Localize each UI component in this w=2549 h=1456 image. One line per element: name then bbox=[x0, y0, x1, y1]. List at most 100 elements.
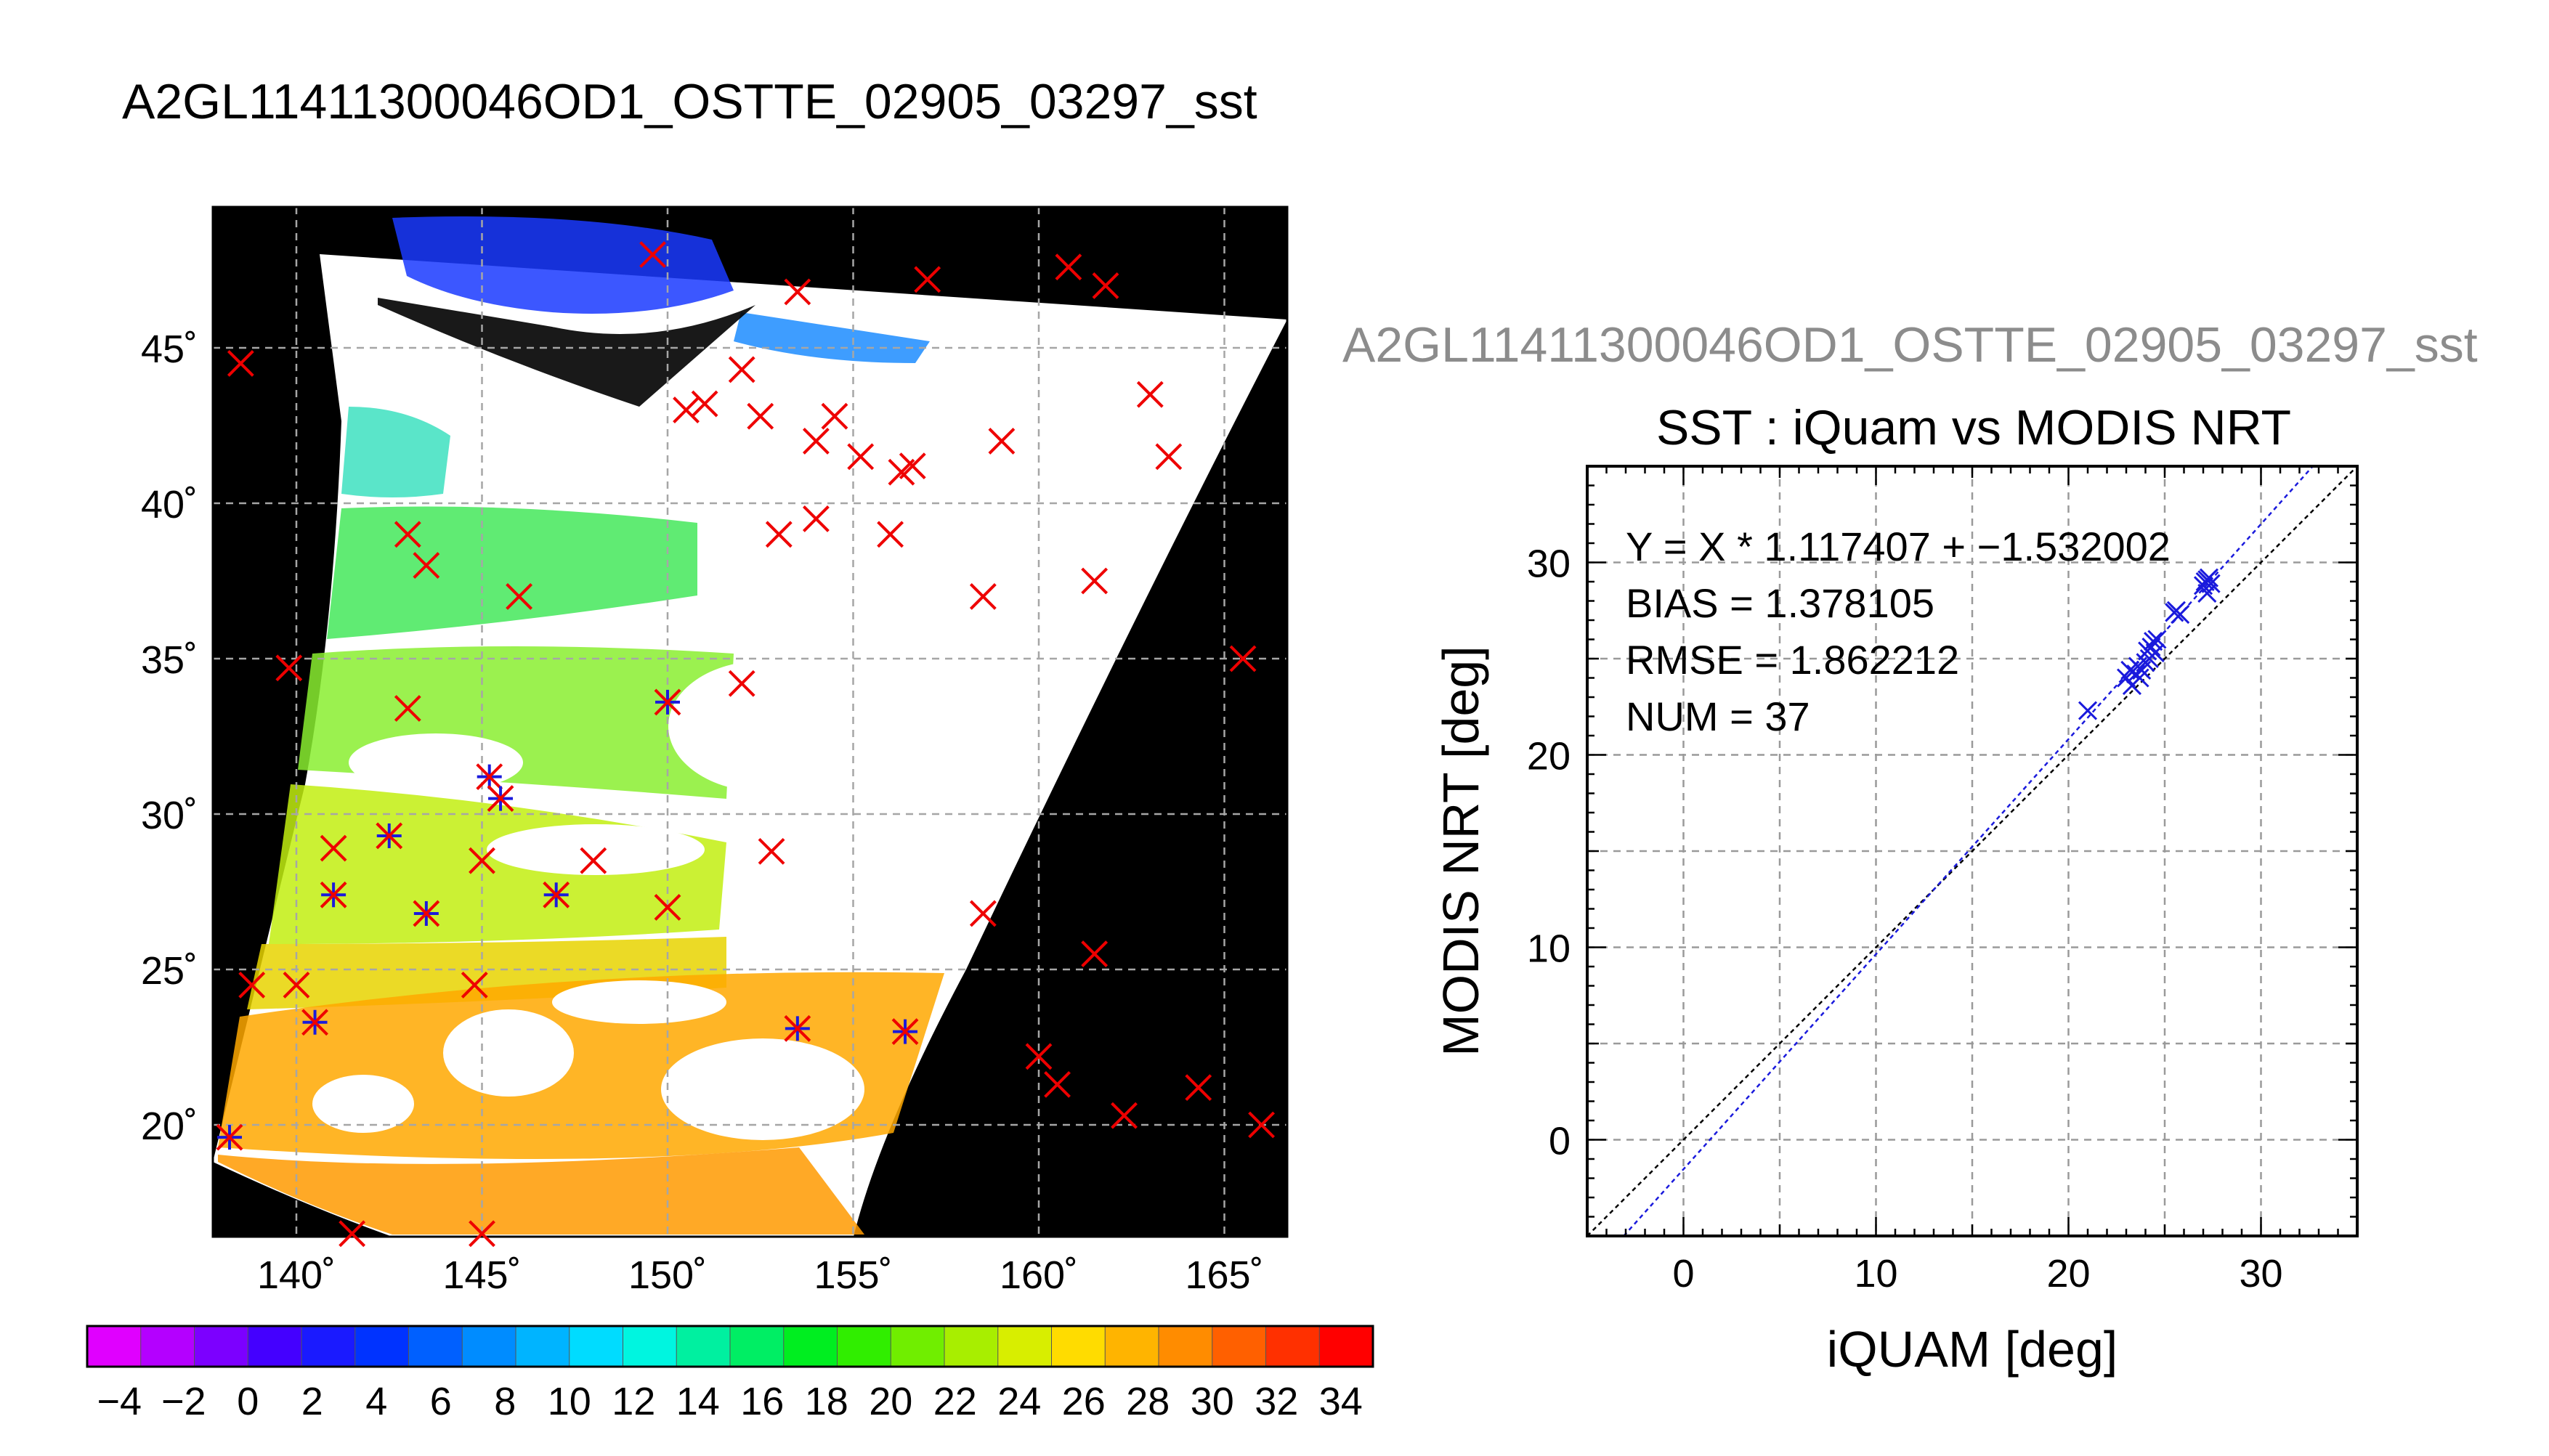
match-marker bbox=[1248, 1111, 1276, 1139]
match-marker bbox=[580, 847, 607, 874]
band-north-lightblue bbox=[734, 312, 930, 363]
match-marker bbox=[1111, 1102, 1138, 1129]
match-marker bbox=[1081, 567, 1109, 595]
y-tick-label: 0 bbox=[1549, 1120, 1571, 1163]
x-tick-label: 30 bbox=[2239, 1252, 2282, 1296]
coastline bbox=[378, 298, 755, 407]
colorbar-tick-label: 26 bbox=[1062, 1380, 1106, 1423]
colorbar-tick-label: 12 bbox=[612, 1380, 655, 1423]
cloud-patch bbox=[487, 824, 705, 875]
band-north-blue bbox=[392, 216, 734, 314]
match-marker bbox=[469, 847, 495, 874]
rmse-value: RMSE = 1.862212 bbox=[1626, 637, 1959, 683]
match-marker bbox=[1081, 940, 1109, 968]
cloud-patch bbox=[443, 1009, 574, 1097]
colorbar-cells bbox=[86, 1325, 1374, 1367]
match-marker bbox=[469, 1220, 495, 1248]
match-marker bbox=[394, 695, 421, 722]
lon-tick-label: 140˚ bbox=[257, 1253, 336, 1297]
data-point bbox=[2145, 643, 2165, 663]
match-marker bbox=[802, 427, 830, 455]
match-marker bbox=[747, 402, 774, 430]
y-tick-label: 20 bbox=[1527, 735, 1571, 778]
colorbar-tick-label: 2 bbox=[301, 1380, 323, 1423]
lon-tick-label: 145˚ bbox=[442, 1253, 521, 1297]
colorbar-cell bbox=[461, 1325, 516, 1367]
match-marker bbox=[543, 881, 570, 908]
lat-tick-label: 20˚ bbox=[141, 1105, 198, 1148]
colorbar-cell bbox=[1104, 1325, 1159, 1367]
colorbar-tick-label: 24 bbox=[997, 1380, 1041, 1423]
data-point bbox=[2144, 632, 2163, 651]
lon-tick-label: 150˚ bbox=[628, 1253, 707, 1297]
stats-box: Y = X * 1.117407 + −1.532002 BIAS = 1.37… bbox=[1626, 524, 2171, 739]
x-tick-label: 20 bbox=[2046, 1252, 2090, 1296]
lat-tick-label: 40˚ bbox=[141, 483, 198, 526]
match-marker bbox=[1055, 253, 1082, 281]
match-marker bbox=[394, 521, 421, 548]
match-marker bbox=[1136, 381, 1164, 408]
match-marker bbox=[802, 505, 830, 532]
colorbar-cell bbox=[515, 1325, 570, 1367]
scatter-lines bbox=[1586, 465, 2358, 1237]
cloud-patch bbox=[552, 980, 726, 1024]
colorbar-cell bbox=[354, 1325, 410, 1367]
match-marker bbox=[784, 278, 811, 306]
match-marker bbox=[216, 1123, 243, 1151]
match-marker bbox=[847, 443, 875, 471]
colorbar-cell bbox=[86, 1325, 142, 1367]
y-axis-label: MODIS NRT [deg] bbox=[1432, 646, 1489, 1056]
map-frame bbox=[211, 206, 1289, 1238]
x-tick-label: 10 bbox=[1854, 1252, 1897, 1296]
colorbar-tick-label: 30 bbox=[1191, 1380, 1234, 1423]
colorbar-cell bbox=[783, 1325, 838, 1367]
match-marker bbox=[728, 670, 755, 697]
colorbar-cell bbox=[837, 1325, 892, 1367]
band-green bbox=[327, 506, 697, 639]
data-point bbox=[2199, 568, 2219, 587]
scatter-plot: SST : iQuam vs MODIS NRT 0 10 20 30 0 10 20 30… bbox=[1432, 400, 2359, 1378]
data-point bbox=[2120, 660, 2140, 680]
match-marker bbox=[506, 582, 533, 610]
num-value: NUM = 37 bbox=[1626, 694, 1810, 739]
data-point bbox=[2166, 601, 2186, 620]
match-marker bbox=[476, 763, 503, 791]
colorbar-tick-label: 28 bbox=[1126, 1380, 1170, 1423]
colorbar-tick-label: 16 bbox=[740, 1380, 784, 1423]
match-marker bbox=[413, 552, 440, 579]
colorbar-cell bbox=[301, 1325, 356, 1367]
match-marker bbox=[914, 266, 941, 293]
colorbar-cell bbox=[1265, 1325, 1321, 1367]
colorbar-cell bbox=[676, 1325, 731, 1367]
y-tick-labels: 0 10 20 30 bbox=[1527, 542, 1571, 1163]
lat-tick-label: 30˚ bbox=[141, 794, 198, 837]
match-marker bbox=[728, 356, 755, 383]
cloud-patch bbox=[705, 465, 966, 639]
map-grid bbox=[213, 207, 1287, 1237]
lat-tick-label: 45˚ bbox=[141, 328, 198, 371]
match-marker bbox=[275, 654, 303, 682]
colorbar-tick-label: −2 bbox=[161, 1380, 206, 1423]
colorbar-tick-label: 20 bbox=[869, 1380, 912, 1423]
colorbar-cell bbox=[569, 1325, 624, 1367]
match-marker bbox=[227, 349, 254, 377]
match-marker bbox=[891, 1018, 919, 1046]
colorbar-tick-label: 22 bbox=[933, 1380, 977, 1423]
colorbar-tick-label: −4 bbox=[97, 1380, 142, 1423]
match-marker bbox=[1185, 1074, 1212, 1102]
colorbar-cell bbox=[194, 1325, 249, 1367]
match-marker bbox=[461, 971, 488, 999]
colorbar-cell bbox=[140, 1325, 195, 1367]
colorbar-tick-label: 0 bbox=[237, 1380, 259, 1423]
match-marker bbox=[821, 402, 848, 430]
scatter-file-title: A2GL11411300046OD1_OSTTE_02905_03297_sst bbox=[1342, 317, 2478, 373]
match-marker bbox=[784, 1014, 811, 1042]
data-point bbox=[2130, 668, 2149, 688]
lat-tick-label: 35˚ bbox=[141, 638, 198, 682]
match-marker bbox=[1044, 1070, 1071, 1098]
colorbar-cell bbox=[944, 1325, 999, 1367]
colorbar-labels: −4 −2 0 2 4 6 8 10 12 14 16 18 20 22 24 26 28 30 32 34 bbox=[97, 1380, 1362, 1423]
match-marker bbox=[238, 971, 266, 999]
match-marker bbox=[283, 971, 310, 999]
colorbar-tick-label: 34 bbox=[1319, 1380, 1363, 1423]
